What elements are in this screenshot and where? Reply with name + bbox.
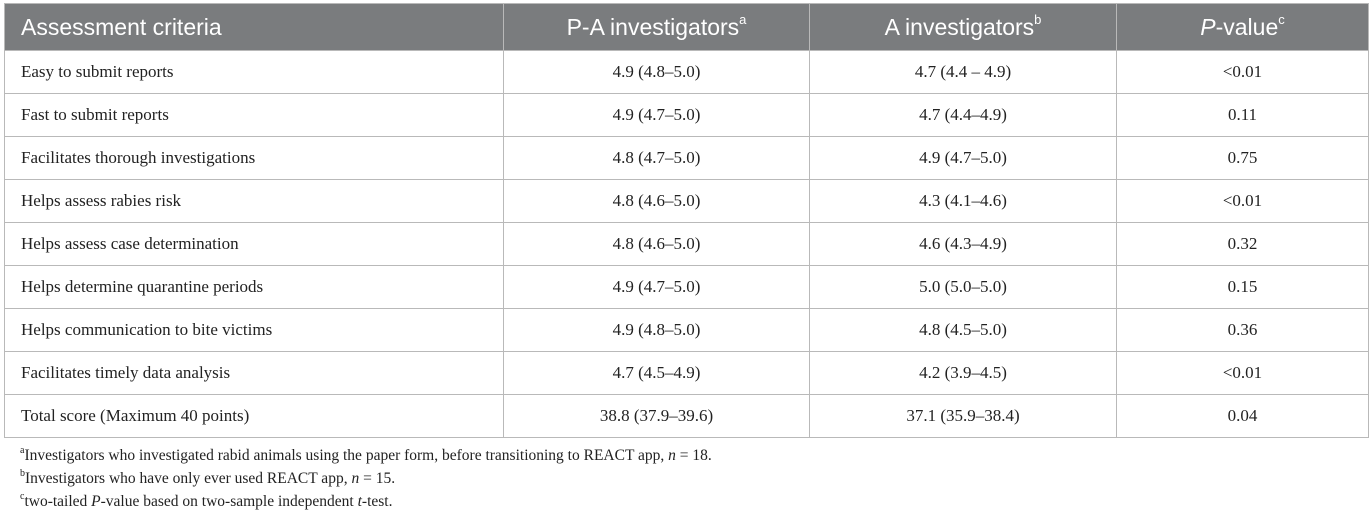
cell-a-score: 37.1 (35.9–38.4) xyxy=(809,394,1117,438)
footnote-c-t-variable: t xyxy=(357,493,362,511)
cell-a-score: 4.7 (4.4–4.9) xyxy=(809,93,1117,137)
cell-a-score: 4.7 (4.4 – 4.9) xyxy=(809,50,1117,94)
cell-pa-score: 4.7 (4.5–4.9) xyxy=(503,351,810,395)
cell-criteria: Fast to submit reports xyxy=(4,93,504,137)
table-row: Helps assess rabies risk 4.8 (4.6–5.0) 4… xyxy=(4,179,1369,223)
cell-criteria: Helps communication to bite victims xyxy=(4,308,504,352)
table-row: Helps communication to bite victims 4.9 … xyxy=(4,308,1369,352)
cell-pa-score: 4.8 (4.7–5.0) xyxy=(503,136,810,180)
footnote-c-middle-text: -value based on two-sample independent xyxy=(100,493,358,511)
footnote-c-p-variable: P xyxy=(91,493,101,511)
assessment-table: Assessment criteria P-A investigatorsa A… xyxy=(4,3,1369,438)
footnote-b-value: = 15. xyxy=(359,470,396,488)
footnote-b-text: Investigators who have only ever used RE… xyxy=(25,470,352,488)
cell-criteria: Helps assess case determination xyxy=(4,222,504,266)
footnote-a: aInvestigators who investigated rabid an… xyxy=(20,440,712,465)
cell-a-score: 5.0 (5.0–5.0) xyxy=(809,265,1117,309)
cell-criteria: Easy to submit reports xyxy=(4,50,504,94)
table-row: Easy to submit reports 4.9 (4.8–5.0) 4.7… xyxy=(4,50,1369,94)
header-pa-label: P-A investigators xyxy=(566,13,740,40)
cell-pa-score: 4.8 (4.6–5.0) xyxy=(503,179,810,223)
footnote-b: bInvestigators who have only ever used R… xyxy=(20,463,712,488)
footnote-a-marker: a xyxy=(20,445,25,456)
footnote-b-marker: b xyxy=(20,468,25,479)
footnote-c-text: two-tailed xyxy=(24,493,92,511)
cell-a-score: 4.8 (4.5–5.0) xyxy=(809,308,1117,352)
table-row: Fast to submit reports 4.9 (4.7–5.0) 4.7… xyxy=(4,93,1369,137)
header-p-value: P-valuec xyxy=(1116,3,1369,51)
cell-criteria: Facilitates thorough investigations xyxy=(4,136,504,180)
footnote-b-variable: n xyxy=(351,470,360,488)
table-row-total: Total score (Maximum 40 points) 38.8 (37… xyxy=(4,394,1369,438)
table-row: Facilitates thorough investigations 4.8 … xyxy=(4,136,1369,180)
footnote-c-marker: c xyxy=(20,491,25,502)
cell-criteria: Facilitates timely data analysis xyxy=(4,351,504,395)
cell-pa-score: 4.8 (4.6–5.0) xyxy=(503,222,810,266)
cell-p-value: 0.11 xyxy=(1116,93,1369,137)
footnote-c-end-text: -test. xyxy=(361,493,393,511)
cell-pa-score: 4.9 (4.8–5.0) xyxy=(503,50,810,94)
header-pa-investigators: P-A investigatorsa xyxy=(503,3,810,51)
cell-pa-score: 4.9 (4.7–5.0) xyxy=(503,93,810,137)
table-row: Helps assess case determination 4.8 (4.6… xyxy=(4,222,1369,266)
cell-p-value: 0.32 xyxy=(1116,222,1369,266)
cell-criteria: Helps determine quarantine periods xyxy=(4,265,504,309)
cell-p-value: <0.01 xyxy=(1116,50,1369,94)
footnote-marker-c: c xyxy=(1278,11,1285,27)
footnote-c: ctwo-tailed P-value based on two-sample … xyxy=(20,486,712,511)
footnote-a-variable: n xyxy=(668,447,676,465)
header-p-rest: -value xyxy=(1215,13,1279,40)
table-row: Helps determine quarantine periods 4.9 (… xyxy=(4,265,1369,309)
cell-criteria: Total score (Maximum 40 points) xyxy=(4,394,504,438)
footnote-a-value: = 18. xyxy=(675,447,712,465)
table-footnotes: aInvestigators who investigated rabid an… xyxy=(20,440,712,511)
cell-p-value: 0.15 xyxy=(1116,265,1369,309)
cell-pa-score: 38.8 (37.9–39.6) xyxy=(503,394,810,438)
cell-pa-score: 4.9 (4.7–5.0) xyxy=(503,265,810,309)
header-a-label: A investigators xyxy=(884,13,1035,40)
table-row: Facilitates timely data analysis 4.7 (4.… xyxy=(4,351,1369,395)
cell-a-score: 4.9 (4.7–5.0) xyxy=(809,136,1117,180)
header-assessment-criteria: Assessment criteria xyxy=(4,3,504,51)
cell-a-score: 4.2 (3.9–4.5) xyxy=(809,351,1117,395)
cell-a-score: 4.3 (4.1–4.6) xyxy=(809,179,1117,223)
header-a-investigators: A investigatorsb xyxy=(809,3,1117,51)
cell-p-value: 0.36 xyxy=(1116,308,1369,352)
header-p-italic: P xyxy=(1200,13,1216,40)
cell-criteria: Helps assess rabies risk xyxy=(4,179,504,223)
cell-pa-score: 4.9 (4.8–5.0) xyxy=(503,308,810,352)
cell-p-value: 0.04 xyxy=(1116,394,1369,438)
cell-p-value: 0.75 xyxy=(1116,136,1369,180)
footnote-marker-b: b xyxy=(1034,11,1042,27)
table-header-row: Assessment criteria P-A investigatorsa A… xyxy=(4,3,1369,51)
header-criteria-label: Assessment criteria xyxy=(21,13,222,40)
cell-p-value: <0.01 xyxy=(1116,351,1369,395)
footnote-marker-a: a xyxy=(739,11,747,27)
cell-a-score: 4.6 (4.3–4.9) xyxy=(809,222,1117,266)
footnote-a-text: Investigators who investigated rabid ani… xyxy=(24,447,669,465)
cell-p-value: <0.01 xyxy=(1116,179,1369,223)
